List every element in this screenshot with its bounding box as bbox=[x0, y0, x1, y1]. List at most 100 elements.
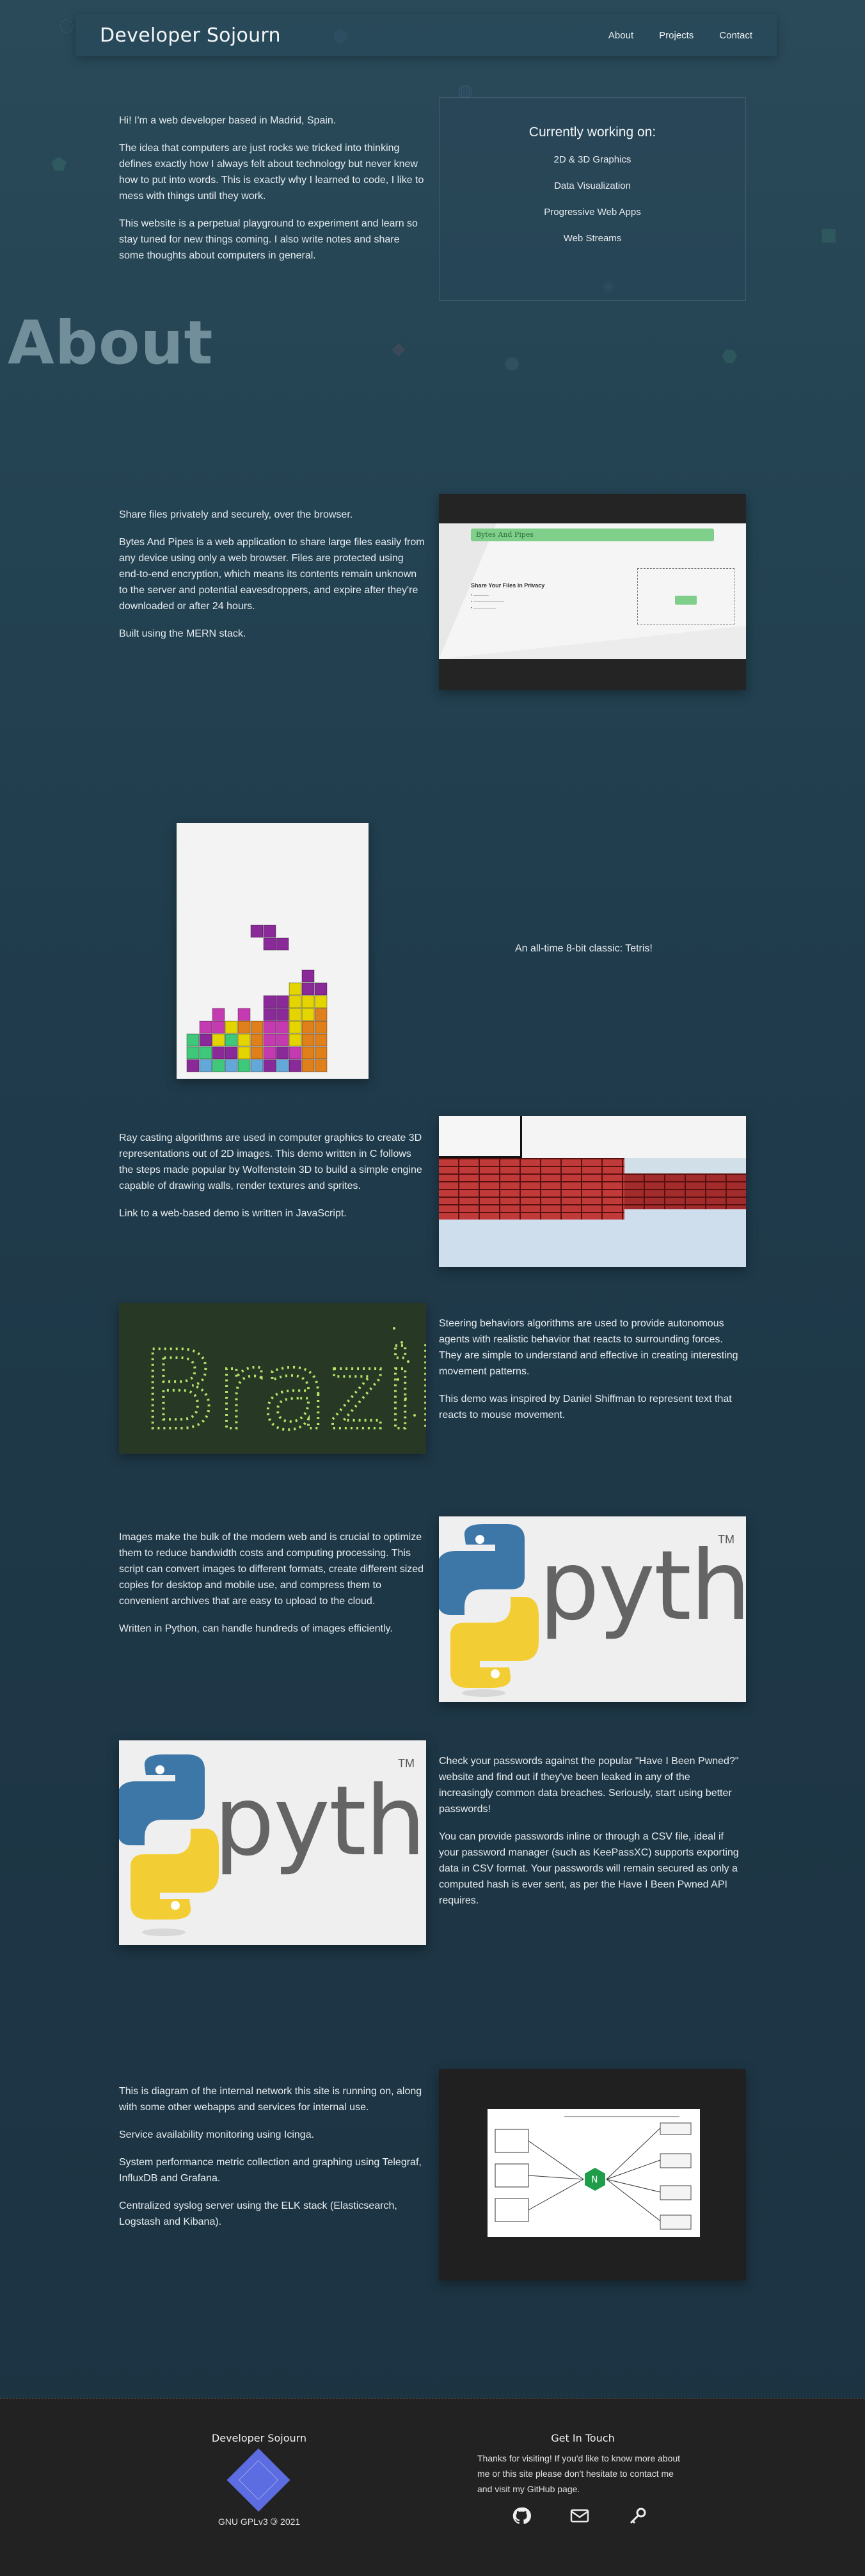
python-logo-icon bbox=[119, 1754, 219, 1936]
tetris-block bbox=[314, 1059, 328, 1072]
screenshot-brand: Bytes And Pipes bbox=[476, 530, 534, 539]
tetris-block bbox=[237, 1033, 251, 1047]
bg-github-icon: ● bbox=[504, 352, 520, 373]
working-on-item: 2D & 3D Graphics bbox=[553, 154, 631, 165]
trademark-label: TM bbox=[718, 1533, 734, 1546]
bg-heart-icon: ◆ bbox=[392, 338, 406, 359]
project-steering-screenshot[interactable]: Brazil bbox=[119, 1303, 426, 1454]
tetris-block bbox=[301, 1046, 315, 1060]
working-on-item: Web Streams bbox=[563, 233, 622, 244]
tetris-block bbox=[237, 1021, 251, 1034]
top-navbar: Developer Sojourn About Projects Contact bbox=[75, 14, 777, 56]
project-paragraph: This is diagram of the internal network … bbox=[119, 2086, 422, 2113]
working-on-title: Currently working on: bbox=[528, 125, 656, 139]
bg-code-icon: ⬣ bbox=[722, 346, 738, 367]
tetris-block bbox=[301, 982, 315, 996]
trademark-label: TM bbox=[398, 1757, 415, 1770]
tetris-block bbox=[301, 969, 315, 983]
project-paragraph: Link to a web-based demo is written in J… bbox=[119, 1208, 347, 1219]
tetris-block bbox=[199, 1021, 212, 1034]
footer-contact-column: Get In Touch Thanks for visiting! If you… bbox=[477, 2432, 688, 2497]
tetris-block bbox=[301, 1033, 315, 1047]
tetris-block bbox=[314, 982, 328, 996]
footer-license: GNU GPLv3 🄯 2021 bbox=[218, 2516, 301, 2527]
tetris-block bbox=[276, 995, 289, 1008]
tetris-block bbox=[237, 1046, 251, 1060]
tetris-block bbox=[301, 1059, 315, 1072]
project-pwned-screenshot[interactable]: TM python bbox=[119, 1740, 426, 1945]
project-paragraph: Built using the MERN stack. bbox=[119, 628, 246, 639]
nav-link-projects[interactable]: Projects bbox=[659, 29, 694, 41]
key-icon[interactable] bbox=[628, 2506, 647, 2530]
tetris-block bbox=[250, 1021, 264, 1034]
project-paragraph: You can provide passwords inline or thro… bbox=[439, 1831, 739, 1906]
project-steering-description: Steering behaviors algorithms are used t… bbox=[439, 1316, 745, 1435]
bg-bug-icon: ⬟ bbox=[51, 154, 67, 175]
project-ray-screenshot[interactable] bbox=[439, 1116, 746, 1267]
tetris-block bbox=[276, 1021, 289, 1034]
nav-link-about[interactable]: About bbox=[608, 29, 634, 41]
tetris-block bbox=[314, 1021, 328, 1034]
project-paragraph: Centralized syslog server using the ELK … bbox=[119, 2200, 397, 2227]
project-paragraph: Service availability monitoring using Ic… bbox=[119, 2129, 315, 2140]
project-paragraph: System performance metric collection and… bbox=[119, 2157, 422, 2184]
tetris-block bbox=[263, 1008, 276, 1021]
project-paragraph: Steering behaviors algorithms are used t… bbox=[439, 1318, 738, 1377]
github-icon[interactable] bbox=[512, 2506, 531, 2530]
tetris-falling-piece bbox=[263, 925, 276, 938]
tetris-block bbox=[263, 1046, 276, 1060]
tetris-block bbox=[289, 1059, 302, 1072]
tetris-falling-piece bbox=[250, 925, 264, 938]
tetris-block bbox=[225, 1046, 238, 1060]
tetris-block bbox=[289, 1008, 302, 1021]
tetris-block bbox=[301, 1021, 315, 1034]
project-bytes-screenshot[interactable]: Bytes And Pipes Share Your Files in Priv… bbox=[439, 494, 746, 690]
tetris-block bbox=[250, 1046, 264, 1060]
tetris-block bbox=[199, 1059, 212, 1072]
intro-paragraph: Hi! I'm a web developer based in Madrid,… bbox=[119, 115, 337, 126]
bg-chat-icon: ◍ bbox=[457, 80, 473, 101]
email-icon[interactable] bbox=[569, 2506, 590, 2530]
tetris-falling-piece bbox=[276, 937, 289, 951]
project-network-screenshot[interactable]: N bbox=[439, 2069, 746, 2280]
python-logo-text: python bbox=[214, 1766, 426, 1877]
project-images-screenshot[interactable]: TM python bbox=[439, 1516, 746, 1702]
footer-social-icons bbox=[512, 2506, 647, 2530]
tetris-falling-piece bbox=[263, 937, 276, 951]
python-logo-icon bbox=[439, 1524, 539, 1697]
tetris-block bbox=[212, 1033, 225, 1047]
nav-links: About Projects Contact bbox=[608, 30, 752, 41]
footer-contact-title: Get In Touch bbox=[551, 2432, 615, 2444]
currently-working-on-box: Currently working on: 2D & 3D Graphics D… bbox=[439, 97, 746, 301]
project-tetris-screenshot[interactable] bbox=[177, 823, 369, 1079]
project-paragraph: Bytes And Pipes is a web application to … bbox=[119, 537, 425, 612]
tetris-board bbox=[186, 925, 328, 1072]
bg-leaf-icon: ◈ bbox=[601, 275, 615, 296]
tetris-block bbox=[212, 1021, 225, 1034]
project-paragraph: Written in Python, can handle hundreds o… bbox=[119, 1623, 393, 1634]
network-diagram: N bbox=[495, 2116, 692, 2230]
tetris-block bbox=[237, 1059, 251, 1072]
project-network-description: This is diagram of the internal network … bbox=[119, 2083, 425, 2241]
tetris-block bbox=[276, 1059, 289, 1072]
project-images-description: Images make the bulk of the modern web a… bbox=[119, 1529, 425, 1648]
tetris-block bbox=[276, 1033, 289, 1047]
project-tetris-caption: An all-time 8-bit classic: Tetris! bbox=[515, 943, 653, 954]
tetris-block bbox=[276, 1008, 289, 1021]
nav-link-contact[interactable]: Contact bbox=[719, 29, 752, 41]
tetris-block bbox=[186, 1046, 200, 1060]
project-bytes-description: Share files privately and securely, over… bbox=[119, 507, 425, 653]
site-brand[interactable]: Developer Sojourn bbox=[100, 24, 281, 47]
project-paragraph: This demo was inspired by Daniel Shiffma… bbox=[439, 1394, 732, 1420]
tetris-block bbox=[263, 995, 276, 1008]
project-paragraph: Check your passwords against the popular… bbox=[439, 1756, 739, 1815]
python-logo-text: python bbox=[539, 1530, 746, 1642]
tetris-block bbox=[199, 1033, 212, 1047]
tetris-block bbox=[289, 982, 302, 996]
footer: Developer Sojourn GNU GPLv3 🄯 2021 Get I… bbox=[0, 2398, 865, 2576]
tetris-block bbox=[276, 1046, 289, 1060]
footer-brand: Developer Sojourn bbox=[211, 2432, 307, 2444]
screenshot-lines: • ———— • ———————— • —————— bbox=[471, 594, 504, 610]
tetris-block bbox=[301, 995, 315, 1008]
tetris-block bbox=[225, 1033, 238, 1047]
